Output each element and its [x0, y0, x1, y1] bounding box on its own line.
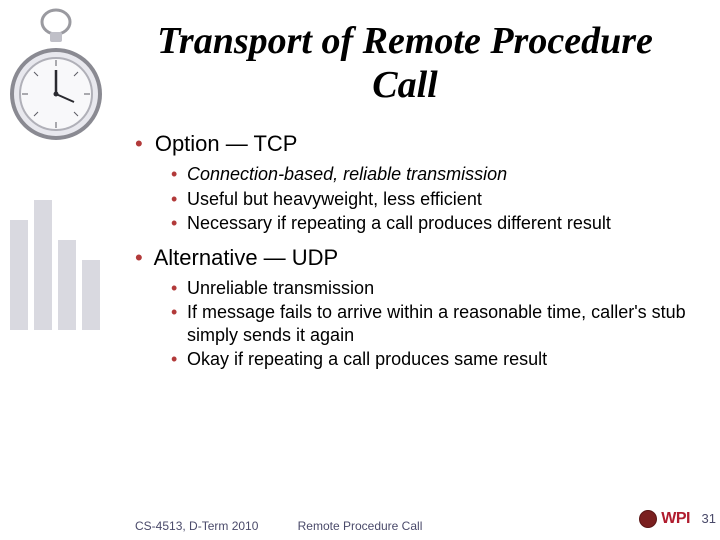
udp-list: Unreliable transmission If message fails… — [135, 277, 690, 371]
pocket-watch-icon — [8, 4, 104, 152]
footer-course: CS-4513, D-Term 2010 — [135, 519, 258, 533]
logo-text: WPI — [661, 510, 690, 528]
list-item: Unreliable transmission — [171, 277, 690, 300]
heading-text: Option — TCP — [155, 131, 298, 156]
bullet-icon: • — [135, 245, 143, 270]
heading-text: Alternative — UDP — [154, 245, 339, 270]
list-item: Okay if repeating a call produces same r… — [171, 348, 690, 371]
logo-seal-icon — [639, 510, 657, 528]
decoration-bar — [82, 260, 100, 330]
bullet-icon: • — [135, 131, 143, 156]
heading-tcp: • Option — TCP — [135, 131, 690, 157]
decoration-bar — [58, 240, 76, 330]
page-number: 31 — [702, 511, 716, 526]
list-item: Useful but heavyweight, less efficient — [171, 188, 690, 211]
list-item: Connection-based, reliable transmission — [171, 163, 690, 186]
tcp-list: Connection-based, reliable transmission … — [135, 163, 690, 235]
decoration-bars — [0, 150, 110, 330]
list-item: If message fails to arrive within a reas… — [171, 301, 690, 346]
wpi-logo: WPI — [639, 510, 690, 528]
slide-title: Transport of Remote Procedure Call — [0, 0, 720, 117]
decoration-bar — [10, 220, 28, 330]
decoration-bar — [34, 200, 52, 330]
footer-topic: Remote Procedure Call — [298, 519, 423, 533]
list-item: Necessary if repeating a call produces d… — [171, 212, 690, 235]
heading-udp: • Alternative — UDP — [135, 245, 690, 271]
